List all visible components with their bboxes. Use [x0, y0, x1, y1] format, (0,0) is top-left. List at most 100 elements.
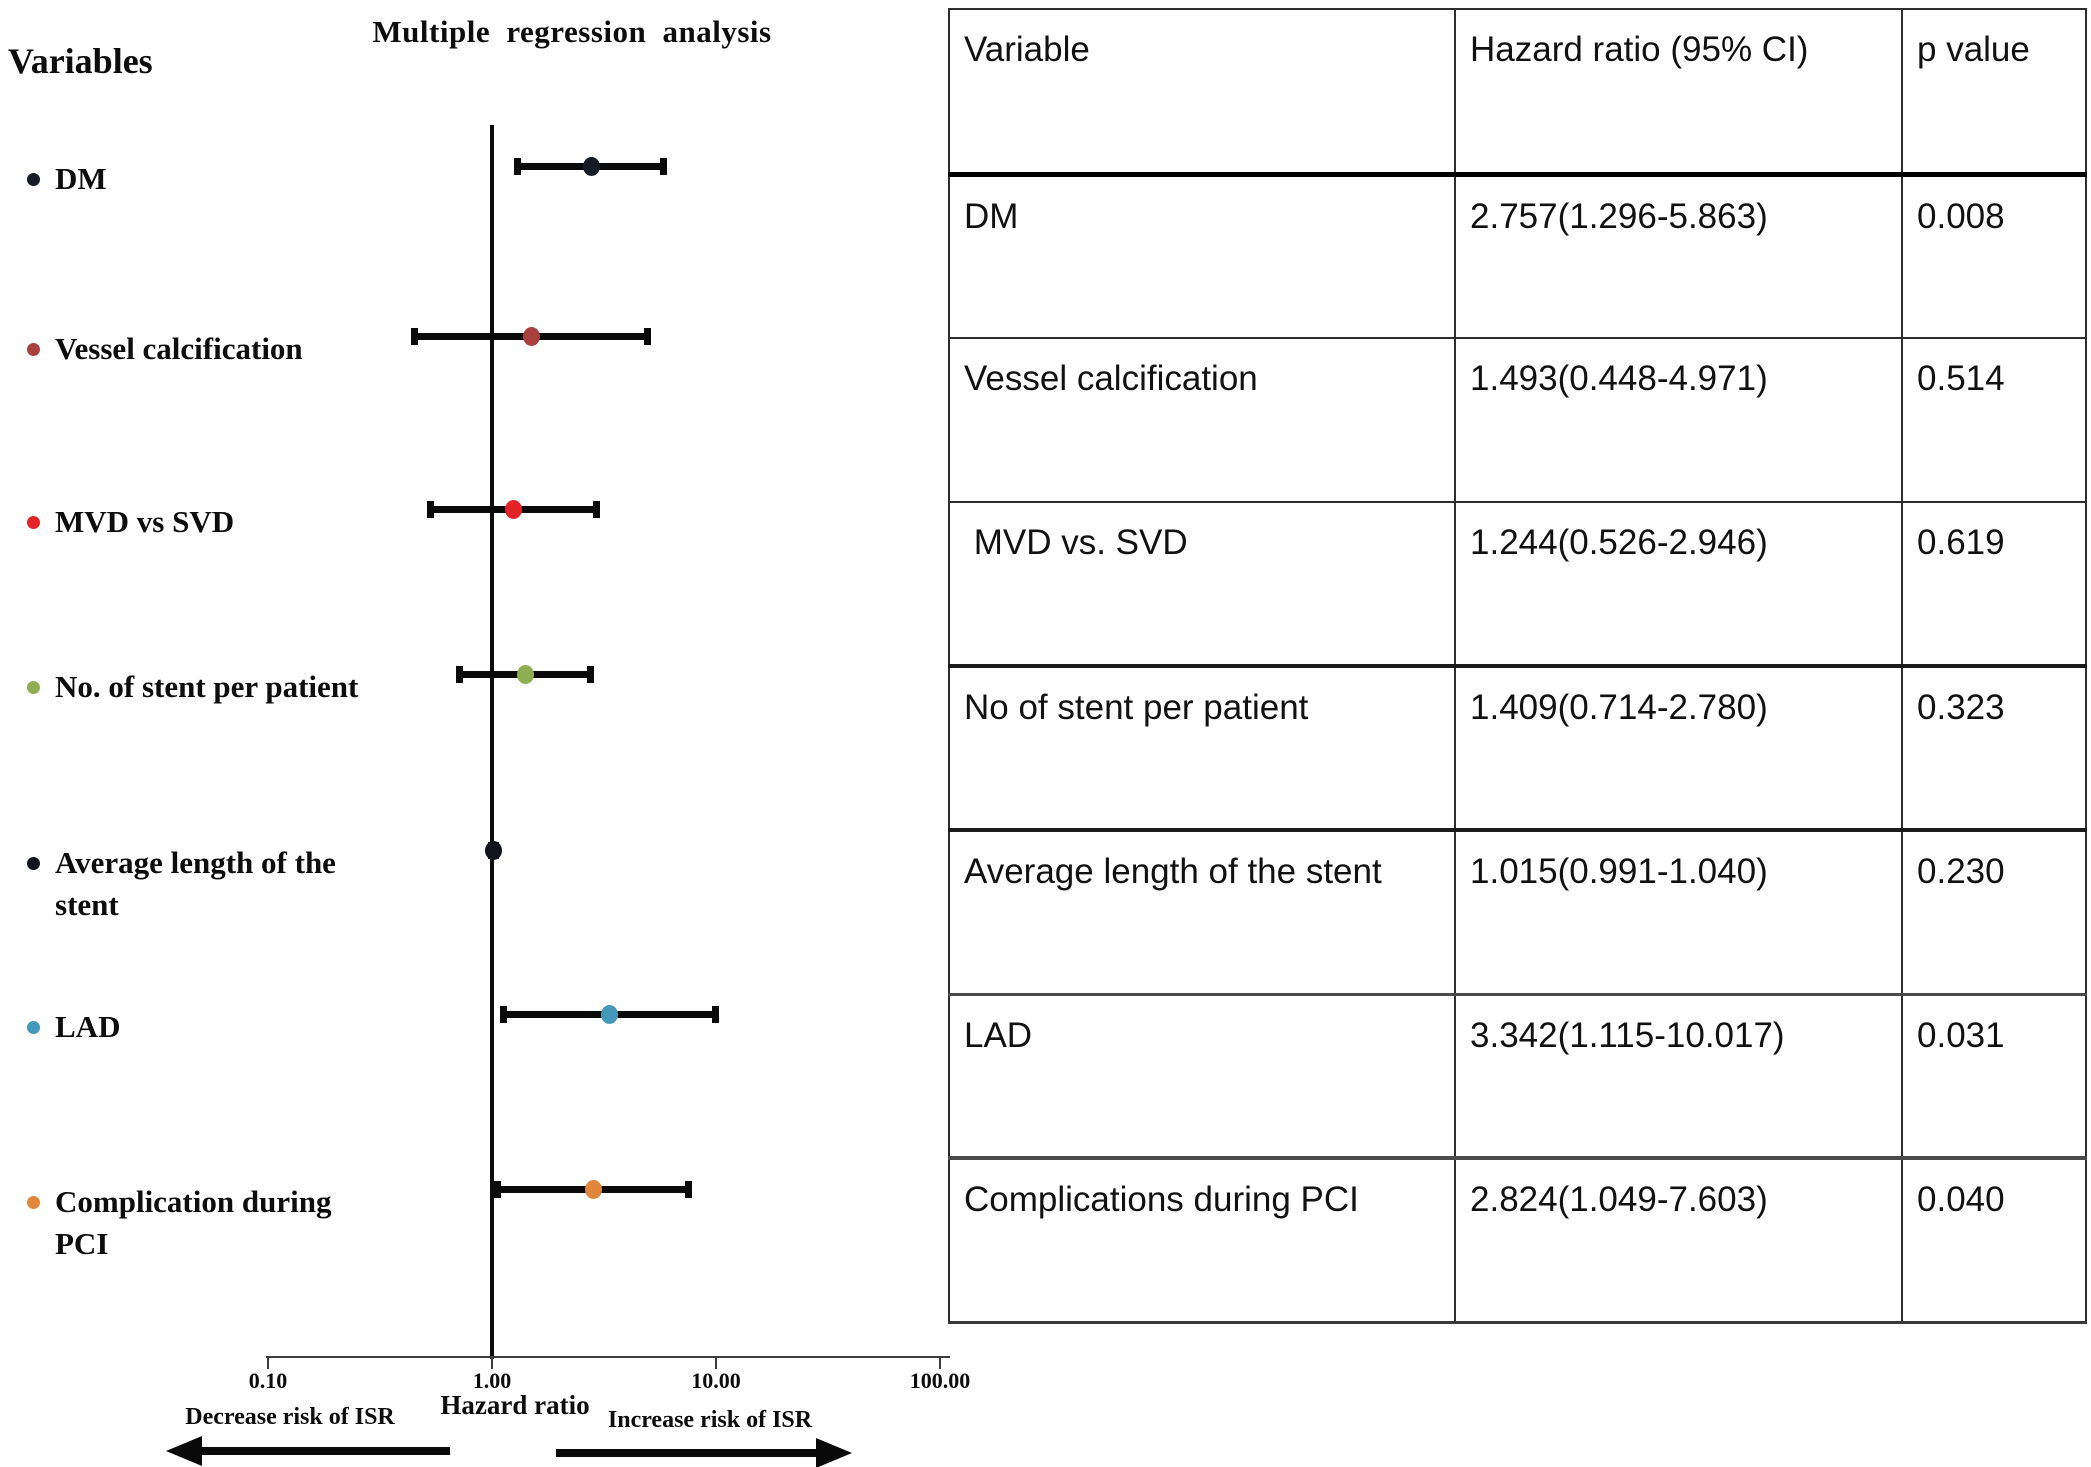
- ci-cap-low: [456, 666, 463, 683]
- table-header-cell: Variable: [948, 8, 1456, 175]
- hr-dot: [485, 841, 502, 860]
- table-header-row: Variable Hazard ratio (95% CI) p value: [948, 8, 2087, 175]
- row-label: Vessel calcification: [27, 328, 303, 370]
- increase-risk-label: Increase risk of ISR: [607, 1407, 813, 1433]
- table-cell-hr: 1.493(0.448-4.971): [1454, 337, 1903, 503]
- ci-cap-high: [685, 1181, 692, 1198]
- row-label-text: LAD: [55, 1006, 120, 1048]
- ci-cap-low: [411, 328, 418, 345]
- x-tick: [267, 1356, 269, 1369]
- hr-dot: [505, 500, 522, 519]
- table-cell-pvalue: 0.008: [1901, 171, 2087, 339]
- table-row: Average length of the stent 1.015(0.991-1…: [948, 828, 2087, 995]
- table-cell-pvalue: 0.619: [1901, 501, 2087, 667]
- table-cell-pvalue: 0.230: [1901, 828, 2087, 995]
- x-axis-line: [266, 1356, 950, 1358]
- row-label: MVD vs SVD: [27, 501, 234, 543]
- bullet-icon: [27, 857, 40, 870]
- row-label: No. of stent per patient: [27, 666, 358, 708]
- ci-cap-low: [427, 501, 434, 518]
- table-row: DM 2.757(1.296-5.863) 0.008: [948, 171, 2087, 339]
- bullet-icon: [27, 173, 40, 186]
- hr-dot: [583, 157, 600, 176]
- bullet-icon: [27, 343, 40, 356]
- row-label-line: LAD: [55, 1009, 121, 1044]
- x-axis-label: Hazard ratio: [440, 1390, 590, 1420]
- table-cell-variable: Vessel calcification: [948, 337, 1456, 503]
- table-cell-pvalue: 0.040: [1901, 1156, 2087, 1323]
- row-label-text: DM: [55, 158, 107, 200]
- x-tick: [939, 1356, 941, 1369]
- decrease-arrow-shaft: [196, 1447, 450, 1455]
- row-label: Average length of the stent: [27, 842, 336, 926]
- x-tick-label: 10.00: [691, 1368, 741, 1393]
- table-header-cell: p value: [1901, 8, 2087, 175]
- hr-dot: [517, 665, 534, 684]
- ci-cap-low: [500, 1006, 507, 1023]
- ci-cap-low: [514, 158, 521, 175]
- table-row: Vessel calcification 1.493(0.448-4.971) 0.…: [948, 337, 2087, 503]
- x-tick: [715, 1356, 717, 1369]
- row-label-line: stent: [55, 887, 119, 922]
- table-cell-variable: Complications during PCI: [948, 1156, 1456, 1323]
- x-tick-label: 100.00: [909, 1368, 971, 1393]
- ci-cap-high: [593, 501, 600, 518]
- bullet-icon: [27, 516, 40, 529]
- plot-title: Multiple regression analysis: [372, 14, 772, 49]
- bullet-icon: [27, 681, 40, 694]
- increase-arrow-shaft: [556, 1449, 818, 1457]
- table-row: No of stent per patient 1.409(0.714-2.780…: [948, 664, 2087, 831]
- row-label: DM: [27, 158, 107, 200]
- ci-cap-low: [494, 1181, 501, 1198]
- table-row: LAD 3.342(1.115-10.017) 0.031: [948, 992, 2087, 1159]
- left-arrow-icon: [166, 1436, 202, 1466]
- table-body: DM 2.757(1.296-5.863) 0.008 Vessel calcific…: [948, 171, 2087, 1323]
- ci-cap-high: [644, 328, 651, 345]
- decrease-risk-label: Decrease risk of ISR: [185, 1404, 395, 1430]
- row-label-text: Average length of the stent: [55, 842, 336, 926]
- table-row: MVD vs. SVD 1.244(0.526-2.946) 0.619: [948, 501, 2087, 667]
- table-cell-hr: 1.409(0.714-2.780): [1454, 664, 1903, 831]
- table-cell-hr: 1.015(0.991-1.040): [1454, 828, 1903, 995]
- table-cell-hr: 2.757(1.296-5.863): [1454, 171, 1903, 339]
- hr-dot: [585, 1180, 602, 1199]
- table-cell-variable: MVD vs. SVD: [948, 501, 1456, 667]
- table-cell-variable: No of stent per patient: [948, 664, 1456, 831]
- row-label-text: No. of stent per patient: [55, 666, 358, 708]
- table-cell-variable: LAD: [948, 992, 1456, 1159]
- table-cell-variable: DM: [948, 171, 1456, 339]
- table-cell-hr: 3.342(1.115-10.017): [1454, 992, 1903, 1159]
- table-cell-hr: 2.824(1.049-7.603): [1454, 1156, 1903, 1323]
- hr-dot: [601, 1005, 618, 1024]
- bullet-icon: [27, 1021, 40, 1034]
- reference-line-hr1: [490, 125, 494, 1359]
- row-label-text: Vessel calcification: [55, 328, 303, 370]
- row-label-line: Average length of the: [55, 845, 336, 880]
- table-cell-pvalue: 0.323: [1901, 664, 2087, 831]
- ci-cap-high: [712, 1006, 719, 1023]
- row-label-line: Complication during: [55, 1184, 332, 1219]
- row-label: Complication during PCI: [27, 1181, 331, 1265]
- row-label-line: DM: [55, 161, 107, 196]
- table-header-cell: Hazard ratio (95% CI): [1454, 8, 1903, 175]
- ci-cap-high: [660, 158, 667, 175]
- x-tick-label: 1.00: [472, 1368, 512, 1393]
- x-tick-label: 0.10: [248, 1368, 288, 1393]
- results-table: Variable Hazard ratio (95% CI) p value DM 2…: [948, 8, 2087, 1324]
- row-label-line: PCI: [55, 1226, 109, 1261]
- ci-cap-high: [587, 666, 594, 683]
- table-row: Complications during PCI 2.824(1.049-7.60…: [948, 1156, 2087, 1323]
- table-cell-pvalue: 0.514: [1901, 337, 2087, 503]
- row-label-text: Complication during PCI: [55, 1181, 331, 1265]
- variables-heading: Variables: [8, 41, 153, 81]
- row-label-text: MVD vs SVD: [55, 501, 234, 543]
- table-cell-pvalue: 0.031: [1901, 992, 2087, 1159]
- table-cell-variable: Average length of the stent: [948, 828, 1456, 995]
- right-arrow-icon: [816, 1438, 852, 1467]
- table-cell-hr: 1.244(0.526-2.946): [1454, 501, 1903, 667]
- row-label-line: Vessel calcification: [55, 331, 303, 366]
- hr-dot: [523, 327, 540, 346]
- bullet-icon: [27, 1196, 40, 1209]
- row-label-line: No. of stent per patient: [55, 669, 359, 704]
